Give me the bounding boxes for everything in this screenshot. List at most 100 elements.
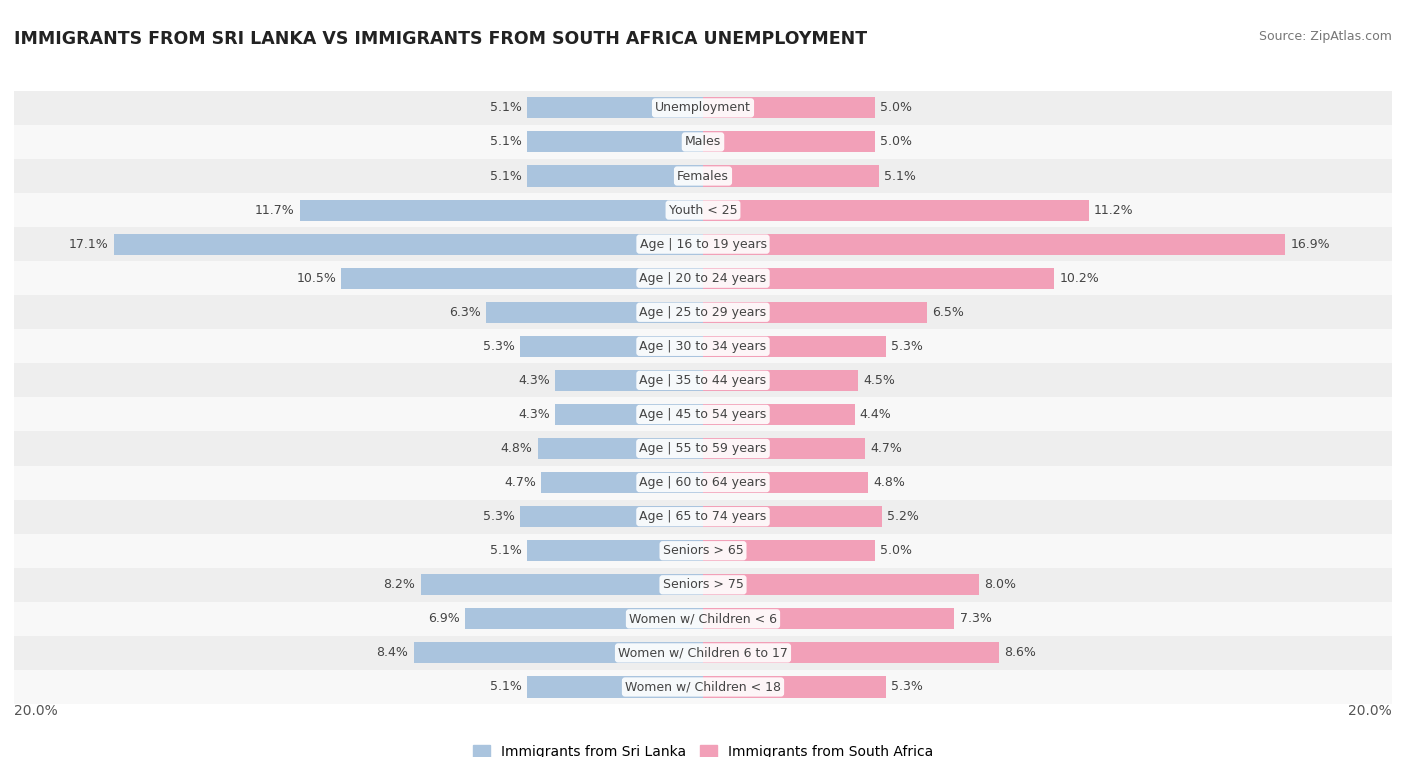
Bar — [703, 166, 879, 186]
Bar — [14, 466, 1392, 500]
Bar — [14, 159, 1392, 193]
Bar — [703, 336, 886, 357]
Text: 4.8%: 4.8% — [873, 476, 905, 489]
Bar — [703, 472, 869, 493]
Bar — [703, 200, 1088, 220]
Bar — [703, 268, 1054, 288]
Bar — [703, 234, 1285, 254]
Bar — [14, 602, 1392, 636]
Bar — [413, 643, 703, 663]
Bar — [14, 329, 1392, 363]
Text: 11.7%: 11.7% — [254, 204, 295, 217]
Text: Seniors > 75: Seniors > 75 — [662, 578, 744, 591]
Text: 5.0%: 5.0% — [880, 136, 912, 148]
Bar — [703, 404, 855, 425]
Text: IMMIGRANTS FROM SRI LANKA VS IMMIGRANTS FROM SOUTH AFRICA UNEMPLOYMENT: IMMIGRANTS FROM SRI LANKA VS IMMIGRANTS … — [14, 30, 868, 48]
Bar — [14, 261, 1392, 295]
Text: Age | 45 to 54 years: Age | 45 to 54 years — [640, 408, 766, 421]
Bar — [703, 506, 882, 527]
Text: 5.1%: 5.1% — [491, 544, 522, 557]
Text: Age | 30 to 34 years: Age | 30 to 34 years — [640, 340, 766, 353]
Text: 5.1%: 5.1% — [491, 681, 522, 693]
Bar — [14, 125, 1392, 159]
Text: 10.2%: 10.2% — [1060, 272, 1099, 285]
Bar — [703, 540, 875, 561]
Bar — [14, 534, 1392, 568]
Bar — [527, 98, 703, 118]
Text: Age | 55 to 59 years: Age | 55 to 59 years — [640, 442, 766, 455]
Bar — [703, 302, 927, 322]
Legend: Immigrants from Sri Lanka, Immigrants from South Africa: Immigrants from Sri Lanka, Immigrants fr… — [468, 740, 938, 757]
Bar — [703, 132, 875, 152]
Bar — [527, 540, 703, 561]
Bar — [486, 302, 703, 322]
Text: 20.0%: 20.0% — [14, 704, 58, 718]
Bar — [14, 227, 1392, 261]
Text: 5.2%: 5.2% — [887, 510, 920, 523]
Text: 4.7%: 4.7% — [505, 476, 536, 489]
Bar — [14, 431, 1392, 466]
Bar — [14, 397, 1392, 431]
Bar — [14, 500, 1392, 534]
Text: 5.1%: 5.1% — [491, 101, 522, 114]
Bar — [14, 91, 1392, 125]
Text: 10.5%: 10.5% — [297, 272, 336, 285]
Text: 4.3%: 4.3% — [517, 408, 550, 421]
Text: 6.5%: 6.5% — [932, 306, 965, 319]
Text: Age | 20 to 24 years: Age | 20 to 24 years — [640, 272, 766, 285]
Bar — [114, 234, 703, 254]
Bar — [14, 568, 1392, 602]
Text: Seniors > 65: Seniors > 65 — [662, 544, 744, 557]
Bar — [537, 438, 703, 459]
Text: 8.2%: 8.2% — [384, 578, 415, 591]
Text: 20.0%: 20.0% — [1348, 704, 1392, 718]
Text: 5.0%: 5.0% — [880, 101, 912, 114]
Bar — [703, 609, 955, 629]
Bar — [703, 438, 865, 459]
Bar — [703, 370, 858, 391]
Bar — [14, 193, 1392, 227]
Text: 5.1%: 5.1% — [884, 170, 915, 182]
Bar — [703, 98, 875, 118]
Bar — [703, 643, 1000, 663]
Text: 4.7%: 4.7% — [870, 442, 901, 455]
Text: Women w/ Children < 6: Women w/ Children < 6 — [628, 612, 778, 625]
Bar — [703, 575, 979, 595]
Text: Females: Females — [678, 170, 728, 182]
Bar — [14, 670, 1392, 704]
Text: Women w/ Children < 18: Women w/ Children < 18 — [626, 681, 780, 693]
Bar — [420, 575, 703, 595]
Text: 4.3%: 4.3% — [517, 374, 550, 387]
Bar — [14, 295, 1392, 329]
Text: 5.1%: 5.1% — [491, 136, 522, 148]
Text: Age | 25 to 29 years: Age | 25 to 29 years — [640, 306, 766, 319]
Bar — [527, 677, 703, 697]
Text: 17.1%: 17.1% — [69, 238, 108, 251]
Text: 8.6%: 8.6% — [1004, 646, 1036, 659]
Text: 16.9%: 16.9% — [1291, 238, 1330, 251]
Text: 4.8%: 4.8% — [501, 442, 533, 455]
Text: 5.0%: 5.0% — [880, 544, 912, 557]
Bar — [555, 404, 703, 425]
Text: Age | 35 to 44 years: Age | 35 to 44 years — [640, 374, 766, 387]
Text: Youth < 25: Youth < 25 — [669, 204, 737, 217]
Bar — [527, 166, 703, 186]
Bar — [541, 472, 703, 493]
Text: 4.4%: 4.4% — [859, 408, 891, 421]
Text: Males: Males — [685, 136, 721, 148]
Bar — [14, 363, 1392, 397]
Bar — [299, 200, 703, 220]
Text: 5.3%: 5.3% — [484, 510, 515, 523]
Bar — [520, 506, 703, 527]
Text: Age | 65 to 74 years: Age | 65 to 74 years — [640, 510, 766, 523]
Text: 7.3%: 7.3% — [960, 612, 991, 625]
Text: 5.3%: 5.3% — [891, 340, 922, 353]
Bar — [342, 268, 703, 288]
Text: 5.3%: 5.3% — [891, 681, 922, 693]
Text: Unemployment: Unemployment — [655, 101, 751, 114]
Text: 6.3%: 6.3% — [449, 306, 481, 319]
Bar — [703, 677, 886, 697]
Text: Women w/ Children 6 to 17: Women w/ Children 6 to 17 — [619, 646, 787, 659]
Bar — [555, 370, 703, 391]
Bar — [14, 636, 1392, 670]
